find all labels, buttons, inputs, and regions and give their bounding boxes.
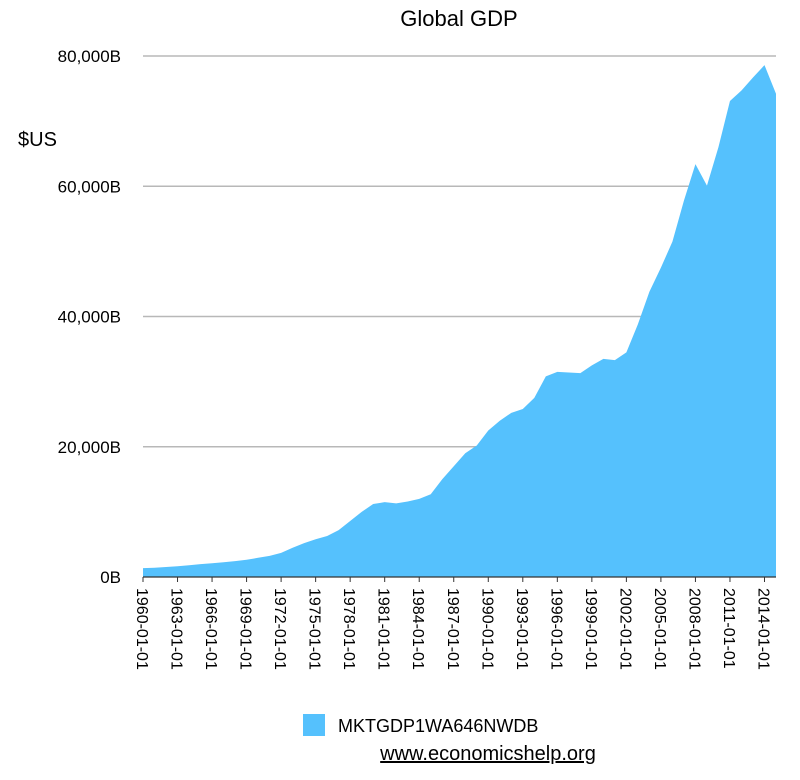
- y-tick-label-0: 0B: [100, 568, 121, 587]
- x-tick-label-15: 2005-01-01: [651, 588, 668, 670]
- source-link[interactable]: www.economicshelp.org: [379, 743, 596, 765]
- x-tick-label-2: 1966-01-01: [202, 588, 219, 670]
- x-tick-label-16: 2008-01-01: [685, 588, 702, 670]
- x-tick-label-1: 1963-01-01: [168, 588, 185, 670]
- x-tick-label-6: 1978-01-01: [340, 588, 357, 670]
- x-tick-label-5: 1975-01-01: [306, 588, 323, 670]
- x-tick-label-18: 2014-01-01: [754, 588, 771, 670]
- chart-title: Global GDP: [400, 6, 517, 31]
- x-tick-label-17: 2011-01-01: [720, 588, 737, 669]
- legend-swatch: [303, 714, 325, 736]
- y-axis-label: $US: [18, 129, 57, 151]
- y-tick-label-3: 60,000B: [58, 177, 121, 196]
- legend-label: MKTGDP1WA646NWDB: [338, 716, 538, 736]
- x-tick-label-9: 1987-01-01: [444, 588, 461, 670]
- x-tick-label-10: 1990-01-01: [478, 588, 495, 670]
- x-tick-label-13: 1999-01-01: [582, 588, 599, 670]
- x-tick-labels: 1960-01-01 1963-01-01 1966-01-01 1969-01-01…: [133, 577, 771, 670]
- x-tick-label-4: 1972-01-01: [271, 588, 288, 670]
- y-tick-label-4: 80,000B: [58, 47, 121, 66]
- legend: MKTGDP1WA646NWDB: [303, 714, 538, 736]
- area-series: [143, 65, 776, 578]
- area-fill: [143, 65, 776, 578]
- x-tick-label-3: 1969-01-01: [237, 588, 254, 670]
- x-tick-label-14: 2002-01-01: [616, 588, 633, 670]
- x-tick-label-7: 1981-01-01: [375, 588, 392, 670]
- y-tick-label-2: 40,000B: [58, 308, 121, 327]
- x-tick-label-8: 1984-01-01: [409, 588, 426, 670]
- x-tick-label-12: 1996-01-01: [547, 588, 564, 670]
- y-tick-label-1: 20,000B: [58, 438, 121, 457]
- y-tick-labels: 0B 20,000B 40,000B 60,000B 80,000B: [58, 47, 121, 587]
- x-tick-label-0: 1960-01-01: [133, 588, 150, 670]
- x-tick-label-11: 1993-01-01: [513, 588, 530, 670]
